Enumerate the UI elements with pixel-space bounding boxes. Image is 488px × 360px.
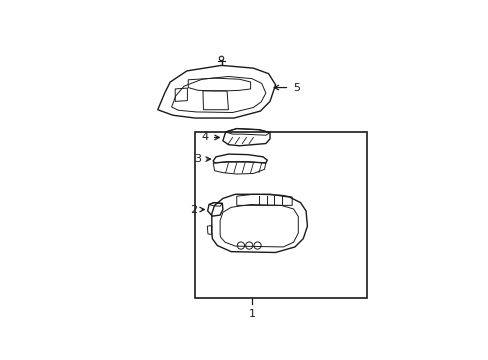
Text: 4: 4 (202, 132, 208, 143)
Text: 5: 5 (292, 82, 299, 93)
Text: 3: 3 (194, 154, 201, 164)
Text: 1: 1 (248, 309, 255, 319)
Bar (195, 132, 366, 298)
Text: 2: 2 (189, 204, 197, 215)
